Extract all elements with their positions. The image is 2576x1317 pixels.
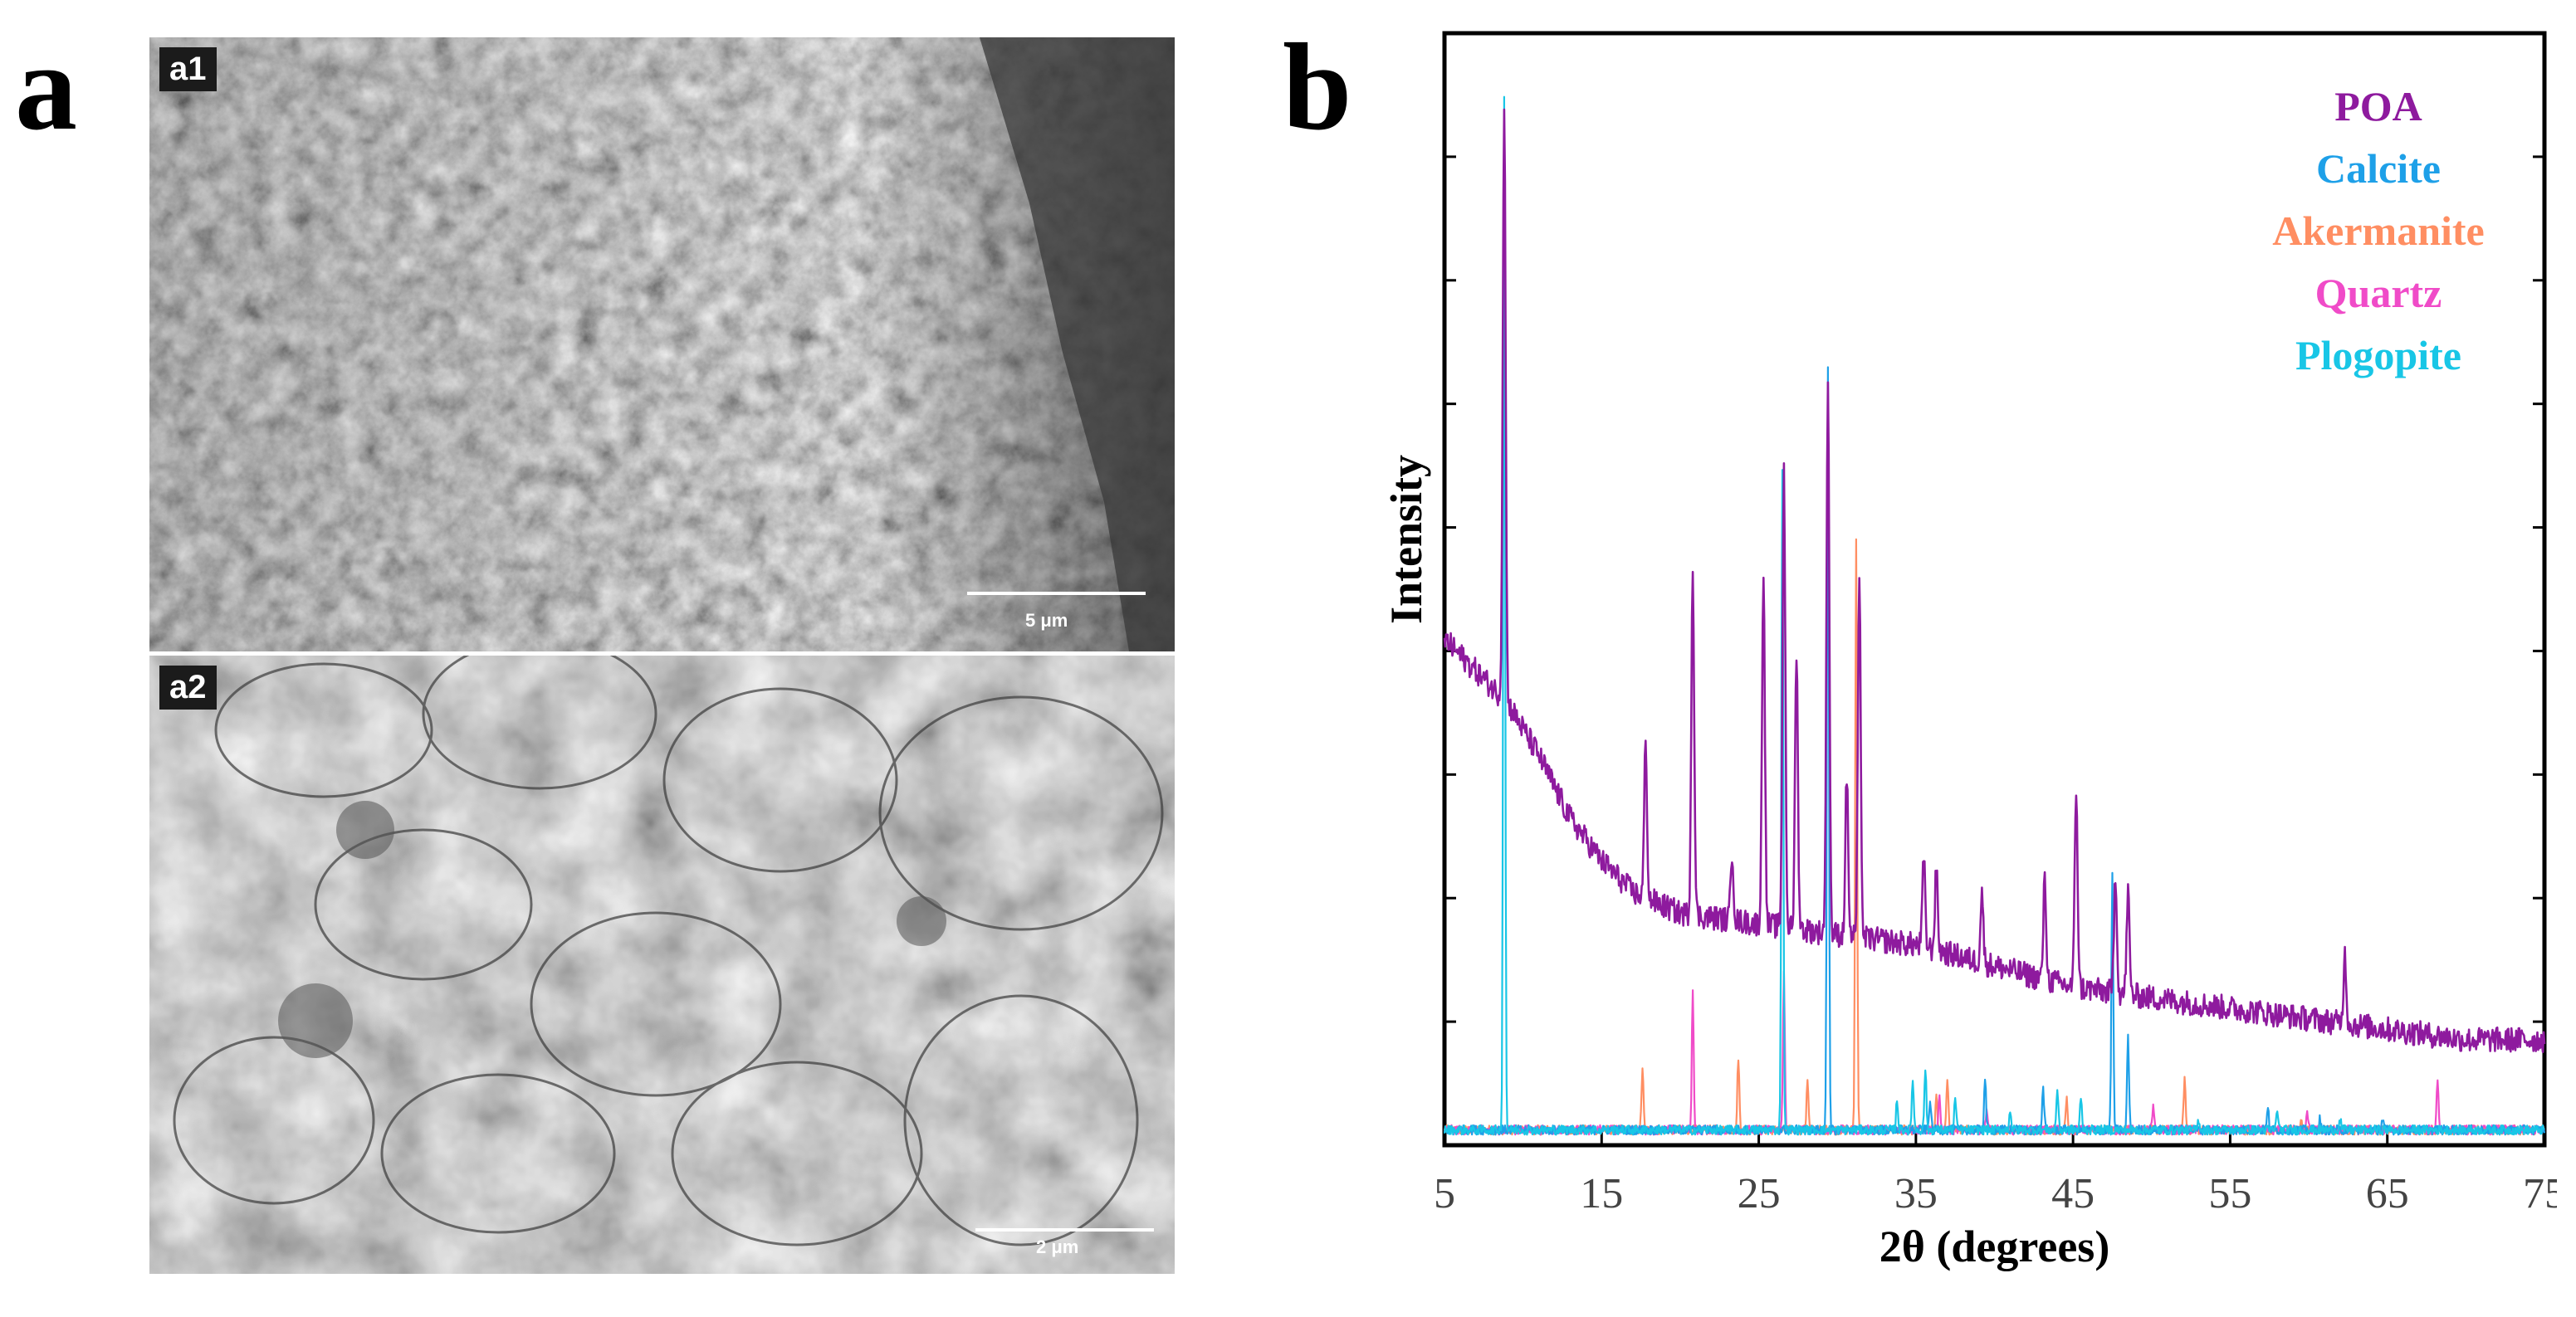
series-line-quartz xyxy=(1443,970,2545,1136)
xrd-chart: 5 15 25 35 45 55 65 75 2θ (degrees) Intensity P… xyxy=(1381,31,2557,1271)
sem-image-a1: a1 5 μm xyxy=(149,37,1175,651)
x-tick-label: 55 xyxy=(2208,1170,2251,1217)
x-tick-label: 45 xyxy=(2051,1170,2095,1217)
plot-frame xyxy=(1442,31,2547,1148)
panel-label-a: a xyxy=(15,18,77,156)
panel-label-b: b xyxy=(1283,18,1352,156)
series-line-calcite xyxy=(1444,366,2546,1136)
legend-entry-calcite: Calcite xyxy=(2316,145,2441,192)
series-line-poa xyxy=(1443,108,2546,1053)
y-axis-label: Intensity xyxy=(1381,455,1431,624)
x-tick-label: 25 xyxy=(1738,1170,1781,1217)
legend-entry-quartz: Quartz xyxy=(2315,270,2442,316)
scale-bar-a1 xyxy=(967,592,1146,595)
sublabel-a1: a1 xyxy=(159,47,217,91)
scale-bar-a2 xyxy=(975,1228,1154,1232)
x-tick-label: 75 xyxy=(2523,1170,2557,1217)
legend: POA Calcite Akermanite Quartz Plogopite xyxy=(2272,83,2485,378)
scale-label-a2: 2 μm xyxy=(1036,1237,1079,1257)
x-tick-label: 5 xyxy=(1434,1170,1455,1217)
x-axis-label: 2θ (degrees) xyxy=(1879,1222,2110,1271)
sem-image-a2: a2 2 μm xyxy=(149,656,1175,1274)
x-tick-label: 15 xyxy=(1580,1170,1623,1217)
series-layer xyxy=(1443,95,2546,1136)
series-line-akermanite xyxy=(1443,538,2545,1136)
x-tick-label: 65 xyxy=(2366,1170,2409,1217)
legend-entry-plogopite: Plogopite xyxy=(2295,332,2461,378)
legend-entry-poa: POA xyxy=(2334,83,2422,129)
sem-texture-a2 xyxy=(149,656,1175,1274)
legend-entry-akermanite: Akermanite xyxy=(2272,207,2485,254)
sublabel-a2: a2 xyxy=(159,666,217,710)
series-line-plogopite xyxy=(1443,95,2545,1136)
sem-texture-a1 xyxy=(149,37,1175,651)
scale-label-a1: 5 μm xyxy=(1025,610,1068,631)
x-tick-label: 35 xyxy=(1894,1170,1938,1217)
x-tick-labels: 5 15 25 35 45 55 65 75 xyxy=(1434,1170,2557,1217)
